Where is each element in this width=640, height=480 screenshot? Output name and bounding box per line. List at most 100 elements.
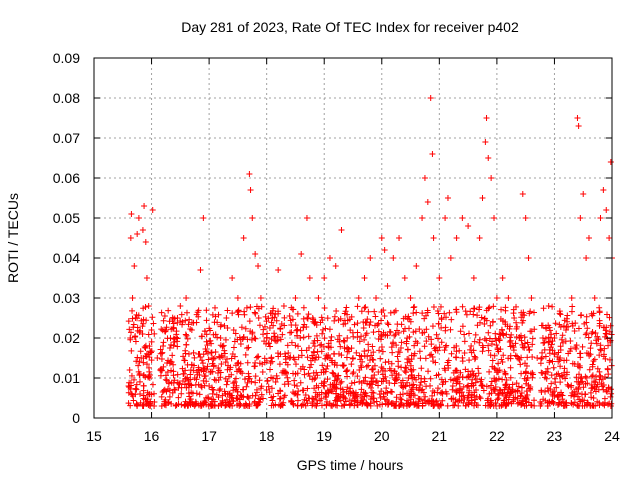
data-point-band bbox=[523, 388, 530, 395]
data-point-band bbox=[129, 307, 136, 314]
x-axis-label: GPS time / hours bbox=[297, 457, 404, 473]
data-point bbox=[378, 235, 385, 241]
data-point-band bbox=[518, 354, 525, 361]
data-point-band bbox=[218, 352, 225, 359]
data-point-band bbox=[269, 397, 276, 404]
data-point-band bbox=[408, 392, 415, 399]
data-point-band bbox=[434, 308, 441, 315]
data-point-band bbox=[424, 307, 431, 314]
data-point-band bbox=[337, 343, 344, 350]
data-point-band bbox=[237, 341, 244, 348]
data-point-band bbox=[130, 321, 137, 328]
data-point bbox=[145, 303, 152, 309]
data-point-band bbox=[304, 314, 311, 321]
data-point-band bbox=[426, 352, 433, 359]
data-point-band bbox=[507, 364, 514, 371]
data-point bbox=[263, 335, 270, 341]
data-point-band bbox=[161, 401, 168, 408]
data-point-band bbox=[331, 317, 338, 324]
data-point-band bbox=[344, 348, 351, 355]
data-point-band bbox=[332, 384, 339, 391]
data-point-band bbox=[266, 389, 273, 396]
data-point bbox=[234, 295, 241, 301]
data-point-band bbox=[338, 352, 345, 359]
data-point-band bbox=[448, 350, 455, 357]
data-point-band bbox=[168, 326, 175, 333]
data-point-band bbox=[188, 382, 195, 389]
data-point-band bbox=[538, 388, 545, 395]
data-point-band bbox=[468, 394, 475, 401]
data-point-band bbox=[305, 311, 312, 318]
data-point-band bbox=[185, 321, 192, 328]
data-point-band bbox=[584, 325, 591, 332]
y-tick-label: 0.09 bbox=[53, 50, 80, 66]
data-point-band bbox=[541, 346, 548, 353]
data-point-band bbox=[590, 358, 597, 365]
data-point-band bbox=[174, 343, 181, 350]
data-point-band bbox=[253, 389, 260, 396]
data-point-band bbox=[341, 310, 348, 317]
data-point bbox=[597, 215, 604, 221]
data-point-band bbox=[207, 337, 214, 344]
data-point-band bbox=[208, 368, 215, 375]
data-point bbox=[257, 295, 264, 301]
data-point-band bbox=[349, 329, 356, 336]
data-point-band bbox=[445, 357, 452, 364]
data-point-band bbox=[502, 371, 509, 378]
data-point bbox=[562, 327, 569, 333]
data-point-band bbox=[487, 352, 494, 359]
data-point-band bbox=[276, 395, 283, 402]
data-point-band bbox=[183, 341, 190, 348]
data-point-band bbox=[179, 321, 186, 328]
data-point bbox=[255, 263, 262, 269]
data-point-band bbox=[358, 379, 365, 386]
data-point-band bbox=[500, 352, 507, 359]
data-point bbox=[168, 359, 175, 365]
data-point-band bbox=[438, 324, 445, 331]
data-point-band bbox=[370, 329, 377, 336]
data-point-band bbox=[483, 337, 490, 344]
data-point bbox=[141, 203, 148, 209]
data-point-band bbox=[518, 390, 525, 397]
data-point-band bbox=[317, 319, 324, 326]
data-point-band bbox=[513, 380, 520, 387]
data-point-band bbox=[387, 309, 394, 316]
data-point-band bbox=[378, 308, 385, 315]
data-point-band bbox=[378, 364, 385, 371]
data-point bbox=[128, 211, 135, 217]
data-point-band bbox=[434, 385, 441, 392]
data-point-band bbox=[412, 400, 419, 407]
data-point-band bbox=[408, 371, 415, 378]
data-point-band bbox=[273, 338, 280, 345]
data-point-band bbox=[423, 326, 430, 333]
data-point bbox=[470, 275, 477, 281]
data-point-band bbox=[145, 331, 152, 338]
data-point-band bbox=[487, 397, 494, 404]
data-point-band bbox=[186, 316, 193, 323]
data-point-band bbox=[369, 381, 376, 388]
data-point-band bbox=[311, 376, 318, 383]
data-point-band bbox=[563, 357, 570, 364]
data-point-band bbox=[552, 320, 559, 327]
data-point-band bbox=[324, 315, 331, 322]
data-point-band bbox=[221, 350, 228, 357]
data-point-band bbox=[433, 331, 440, 338]
data-point bbox=[419, 215, 426, 221]
data-point-band bbox=[410, 366, 417, 373]
data-point-band bbox=[149, 381, 156, 388]
data-point-band bbox=[315, 354, 322, 361]
data-point-band bbox=[287, 329, 294, 336]
data-point bbox=[367, 255, 374, 261]
data-point-band bbox=[506, 325, 513, 332]
data-point-band bbox=[212, 304, 219, 311]
data-point-band bbox=[557, 311, 564, 318]
data-point-band bbox=[477, 395, 484, 402]
data-point-band bbox=[306, 364, 313, 371]
data-point-band bbox=[315, 384, 322, 391]
data-point-band bbox=[268, 354, 275, 361]
data-point-band bbox=[326, 326, 333, 333]
y-axis-label: ROTI / TECUs bbox=[5, 193, 21, 283]
data-point-band bbox=[215, 364, 222, 371]
data-point-band bbox=[288, 397, 295, 404]
data-point-band bbox=[351, 402, 358, 409]
